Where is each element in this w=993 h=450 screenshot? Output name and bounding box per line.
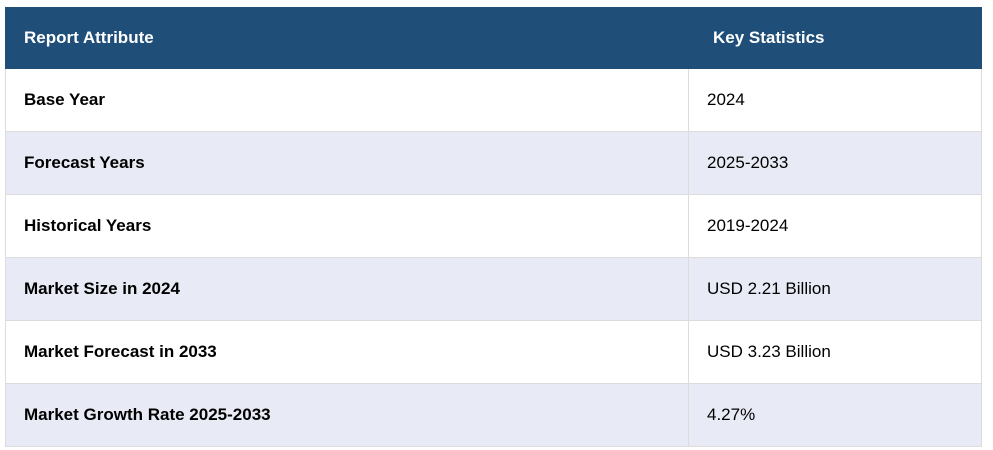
table-row: Base Year 2024 <box>5 68 982 132</box>
row-value: 2024 <box>688 68 982 132</box>
row-attribute: Market Forecast in 2033 <box>5 320 689 384</box>
table-body: Base Year 2024 Forecast Years 2025-2033 … <box>5 68 982 447</box>
row-attribute: Market Growth Rate 2025-2033 <box>5 383 689 447</box>
table-row: Market Size in 2024 USD 2.21 Billion <box>5 257 982 321</box>
row-attribute: Forecast Years <box>5 131 689 195</box>
table-row: Market Forecast in 2033 USD 3.23 Billion <box>5 320 982 384</box>
row-value: USD 3.23 Billion <box>688 320 982 384</box>
header-key-statistics: Key Statistics <box>688 7 982 69</box>
header-row: Report Attribute Key Statistics <box>5 7 982 69</box>
row-attribute: Market Size in 2024 <box>5 257 689 321</box>
table-header: Report Attribute Key Statistics <box>5 7 982 69</box>
row-value: 4.27% <box>688 383 982 447</box>
row-value: 2019-2024 <box>688 194 982 258</box>
table-row: Historical Years 2019-2024 <box>5 194 982 258</box>
report-attributes-table: Report Attribute Key Statistics Base Yea… <box>5 7 982 447</box>
table-row: Forecast Years 2025-2033 <box>5 131 982 195</box>
row-attribute: Historical Years <box>5 194 689 258</box>
table-row: Market Growth Rate 2025-2033 4.27% <box>5 383 982 447</box>
row-value: USD 2.21 Billion <box>688 257 982 321</box>
header-report-attribute: Report Attribute <box>5 7 689 69</box>
row-value: 2025-2033 <box>688 131 982 195</box>
row-attribute: Base Year <box>5 68 689 132</box>
